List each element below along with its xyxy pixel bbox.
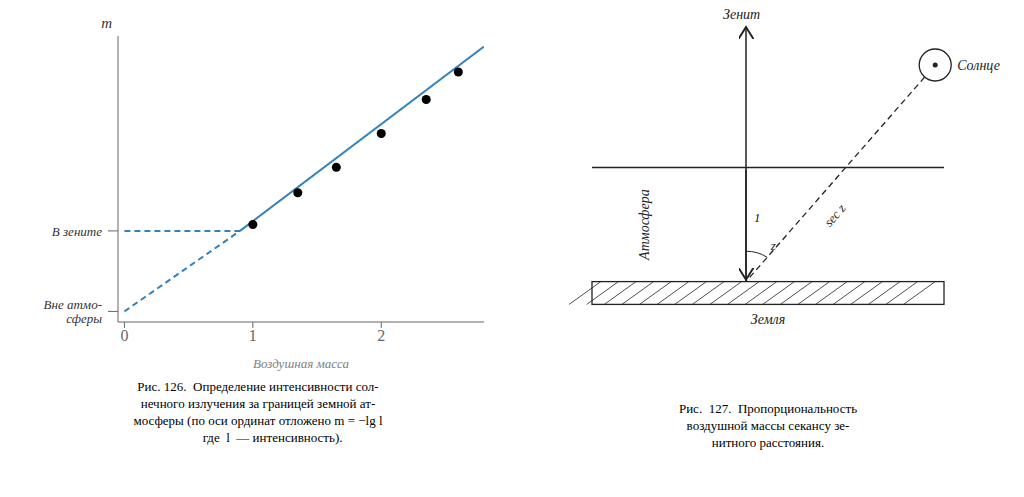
html-text:нитного расстояния.: нитного расстояния. — [711, 435, 825, 450]
svg-text:1: 1 — [754, 210, 761, 225]
svg-text:Земля: Земля — [751, 312, 785, 327]
html-text:нечного излучения за границей: нечного излучения за границей земной ат- — [140, 396, 376, 411]
html-text:Рис. 126. Определение интенсив: Рис. 126. Определение интенсивности сол- — [137, 379, 379, 394]
svg-text:sec z: sec z — [821, 201, 849, 230]
svg-text:Солнце: Солнце — [957, 58, 1000, 73]
html-text:где l — интенсивность).: где l — интенсивность). — [173, 430, 343, 445]
html-text:мосферы (по оси ординат отложе: мосферы (по оси ординат отложено m = −lg… — [133, 413, 383, 428]
svg-text:Воздушная масса: Воздушная масса — [253, 356, 349, 371]
svg-text:Атмосфера: Атмосфера — [637, 189, 652, 261]
svg-text:0: 0 — [120, 327, 128, 344]
html-text:воздушной массы секансу зе-: воздушной массы секансу зе- — [686, 418, 850, 433]
svg-text:В зените: В зените — [52, 223, 102, 238]
svg-text:1: 1 — [249, 327, 257, 344]
svg-text:Вне атмо-сферы: Вне атмо-сферы — [44, 297, 103, 326]
html-text:Рис. 127. Пропорциональность: Рис. 127. Пропорциональность — [678, 401, 858, 416]
svg-text:m: m — [101, 15, 112, 31]
svg-text:Зенит: Зенит — [723, 7, 760, 22]
svg-text:z: z — [770, 238, 776, 253]
svg-text:2: 2 — [377, 327, 385, 344]
